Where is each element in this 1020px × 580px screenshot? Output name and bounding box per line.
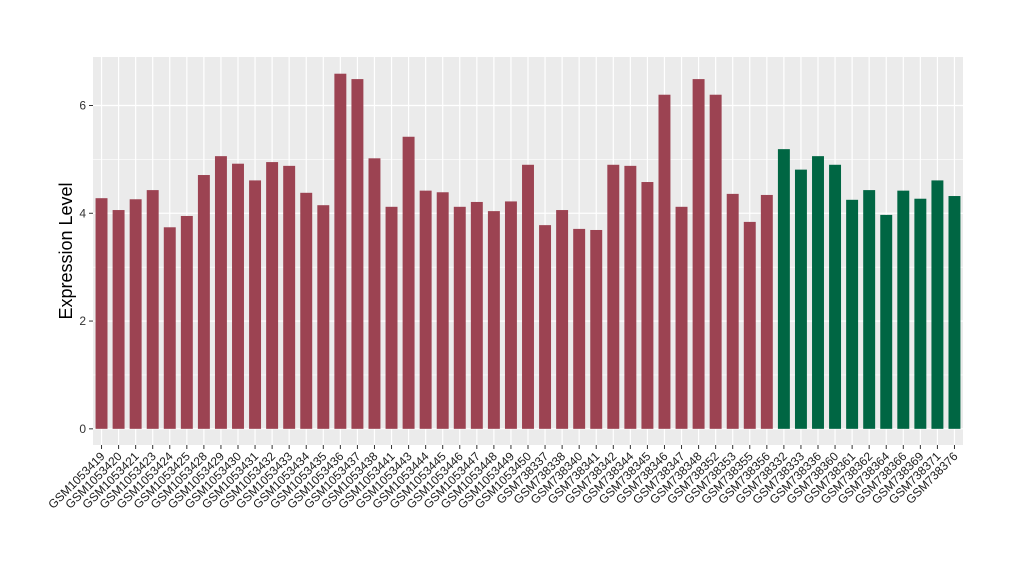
bar [504,201,517,429]
bar [214,156,227,429]
bar [880,214,893,429]
bar [556,210,569,429]
bar [573,228,586,429]
y-tick-label: 4 [79,206,86,220]
bar [709,94,722,429]
bar [726,193,739,429]
y-tick-label: 6 [79,99,86,113]
bar [590,229,603,429]
bar [812,156,824,429]
bar [829,164,842,429]
bar [180,215,193,429]
bar [232,163,244,429]
bar [931,180,944,429]
bar [760,194,773,429]
bar [300,192,313,429]
bars [95,73,961,429]
bar [197,175,210,429]
bar [453,206,466,429]
bar [283,165,296,429]
y-tick-label: 2 [79,314,86,328]
bar [266,162,279,429]
bar [317,205,330,429]
bar [419,190,432,429]
bar [539,225,552,429]
bar [249,180,262,429]
bar [436,192,449,429]
bar [675,206,688,429]
x-axis: GSM1053419GSM1053420GSM1053421GSM1053423… [45,445,961,511]
bar [897,190,910,429]
bar [863,190,876,429]
bar [522,164,534,429]
bar [112,210,125,429]
bar [692,79,705,429]
y-tick-label: 0 [79,422,86,436]
bar [607,164,620,429]
bar [95,198,108,429]
bar [351,79,364,429]
bar [777,149,790,429]
bar [470,201,483,429]
bar [385,206,398,429]
bar [487,211,500,429]
bar [368,158,381,429]
bar [146,190,159,429]
bar [129,199,142,429]
bar [743,221,756,429]
bar [334,73,347,429]
bar [914,198,927,429]
bar [402,136,415,429]
bar [794,169,807,429]
bar [846,199,859,429]
bar [948,196,961,429]
bar [624,165,637,429]
y-axis-label: Expression Level [56,182,76,319]
bar [641,182,654,429]
bar [163,227,176,429]
bar [658,94,671,429]
y-axis: 0 2 4 6 [79,99,93,436]
